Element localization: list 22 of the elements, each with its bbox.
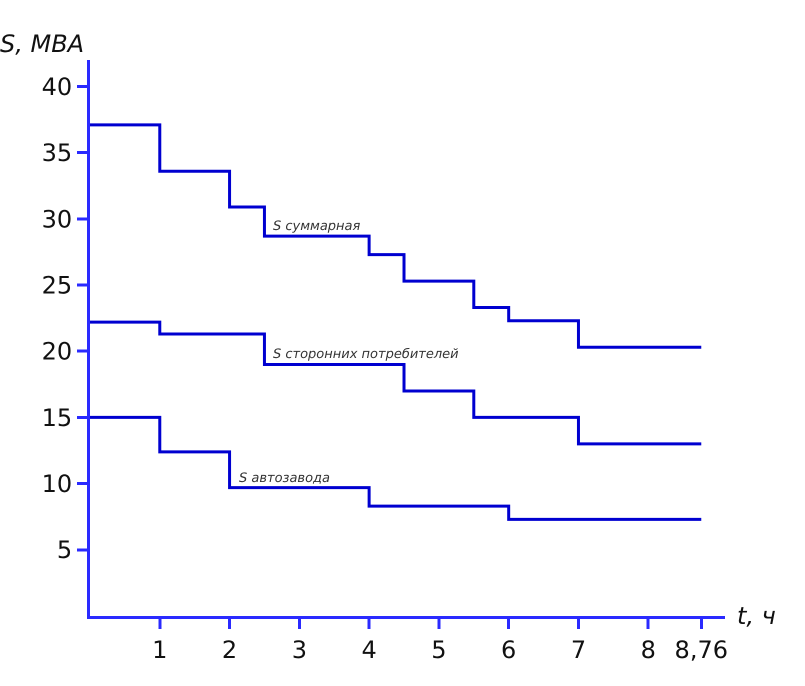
x-tick-label: 8	[640, 636, 656, 664]
x-tick-label: 1	[152, 636, 168, 664]
x-tick-label: 2	[222, 636, 238, 664]
y-tick-label: 15	[42, 404, 72, 432]
y-axis-title: S, MBA	[0, 30, 84, 58]
y-tick-label: 40	[42, 72, 72, 101]
x-tick-label: 5	[431, 636, 447, 664]
x-tick-label: 8,76	[674, 636, 728, 664]
x-tick-label: 7	[570, 636, 586, 664]
y-tick-label: 25	[42, 271, 72, 300]
series-label: S сторонних потребителей	[273, 347, 459, 362]
y-tick-label: 30	[42, 205, 72, 234]
x-axis-title: t, ч	[737, 602, 776, 630]
y-tick-label: 20	[42, 338, 72, 366]
series-label: S суммарная	[273, 219, 361, 234]
y-tick-label: 10	[42, 470, 72, 498]
x-tick-label: 4	[361, 636, 377, 664]
series-label: S автозавода	[239, 471, 330, 486]
y-tick-label: 5	[56, 536, 72, 564]
y-tick-label: 35	[42, 139, 72, 168]
x-tick-label: 6	[501, 636, 516, 664]
x-tick-label: 3	[292, 636, 307, 664]
